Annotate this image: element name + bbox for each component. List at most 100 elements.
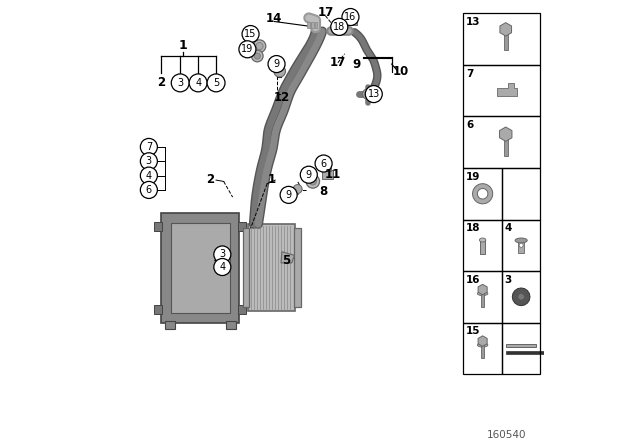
Circle shape	[252, 50, 263, 62]
Text: 4: 4	[220, 262, 225, 272]
Text: 12: 12	[274, 91, 290, 104]
Text: 18: 18	[333, 22, 346, 32]
Circle shape	[519, 243, 523, 247]
Circle shape	[309, 178, 316, 185]
Bar	[504, 29, 508, 51]
Circle shape	[140, 181, 157, 198]
Text: 7: 7	[466, 69, 474, 78]
Text: 3: 3	[220, 250, 225, 259]
Text: 4: 4	[504, 223, 512, 233]
Text: 9: 9	[353, 57, 361, 71]
Text: 4: 4	[146, 171, 152, 181]
Bar	[463, 116, 540, 168]
Bar	[480, 240, 486, 254]
Bar	[324, 164, 332, 171]
Bar	[307, 22, 310, 28]
Text: 13: 13	[466, 17, 481, 27]
Bar	[506, 351, 566, 354]
Text: 1: 1	[179, 39, 188, 52]
Circle shape	[274, 65, 285, 77]
Text: 13: 13	[367, 89, 380, 99]
Circle shape	[518, 293, 524, 300]
Text: 18: 18	[466, 223, 481, 233]
Text: 6: 6	[146, 185, 152, 195]
Circle shape	[293, 185, 302, 194]
Text: 1: 1	[268, 172, 276, 186]
Circle shape	[207, 74, 225, 92]
Bar	[463, 271, 502, 323]
Bar	[238, 222, 246, 231]
Circle shape	[140, 138, 157, 155]
Bar	[502, 271, 540, 323]
Circle shape	[239, 41, 256, 58]
Bar	[481, 342, 484, 358]
Text: 15: 15	[244, 29, 257, 39]
Text: 2: 2	[206, 172, 214, 186]
Circle shape	[362, 89, 373, 99]
Ellipse shape	[477, 292, 488, 296]
Bar	[502, 323, 540, 374]
Circle shape	[256, 43, 263, 50]
Circle shape	[140, 167, 157, 184]
Ellipse shape	[515, 238, 527, 243]
Bar	[481, 291, 484, 307]
Circle shape	[214, 246, 231, 263]
Bar	[154, 222, 163, 231]
Circle shape	[242, 26, 259, 43]
Bar	[502, 168, 540, 220]
Text: 9: 9	[306, 170, 312, 180]
Bar	[463, 65, 540, 116]
Polygon shape	[281, 252, 294, 263]
Bar	[463, 220, 502, 271]
Text: 19: 19	[466, 172, 481, 181]
Wedge shape	[472, 184, 493, 204]
Bar	[311, 22, 314, 28]
Text: 10: 10	[392, 65, 409, 78]
Circle shape	[253, 40, 266, 52]
Text: 17: 17	[317, 6, 333, 19]
Bar	[502, 220, 540, 271]
Bar	[238, 305, 246, 314]
Text: 5: 5	[282, 254, 291, 267]
Circle shape	[365, 86, 382, 103]
Text: 7: 7	[146, 142, 152, 152]
Bar	[463, 323, 502, 374]
Bar	[323, 170, 333, 179]
Polygon shape	[506, 344, 536, 347]
Bar	[226, 321, 236, 329]
Text: 5: 5	[213, 78, 219, 88]
Circle shape	[140, 153, 157, 170]
Text: 17: 17	[330, 56, 346, 69]
Bar	[337, 24, 346, 29]
Circle shape	[254, 53, 260, 59]
Text: 15: 15	[466, 326, 481, 336]
Bar	[463, 13, 540, 65]
Text: 3: 3	[177, 78, 183, 88]
Text: 3: 3	[504, 275, 512, 284]
Text: 19: 19	[241, 44, 253, 54]
Text: 3: 3	[146, 156, 152, 166]
Circle shape	[189, 74, 207, 92]
Circle shape	[342, 9, 359, 26]
Bar	[154, 305, 163, 314]
Text: 8: 8	[319, 185, 328, 198]
Circle shape	[331, 18, 348, 35]
Bar	[315, 22, 317, 28]
Text: 14: 14	[266, 12, 282, 26]
Bar	[243, 228, 249, 307]
Bar	[504, 134, 508, 156]
Bar	[518, 241, 524, 254]
Circle shape	[315, 155, 332, 172]
Polygon shape	[161, 213, 239, 323]
Ellipse shape	[479, 238, 486, 242]
Polygon shape	[171, 223, 230, 313]
Ellipse shape	[477, 343, 488, 347]
Text: 11: 11	[324, 168, 340, 181]
Circle shape	[280, 186, 297, 203]
Text: 16: 16	[466, 275, 481, 284]
Text: 6: 6	[466, 120, 474, 130]
Bar	[248, 224, 296, 311]
Text: 160540: 160540	[486, 430, 526, 440]
Text: 2: 2	[157, 76, 165, 90]
Circle shape	[306, 175, 319, 188]
